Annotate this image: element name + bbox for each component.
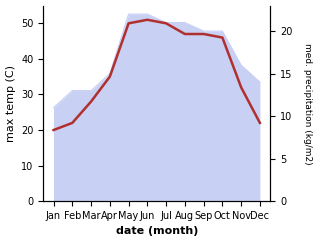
Y-axis label: max temp (C): max temp (C) [5, 65, 16, 142]
X-axis label: date (month): date (month) [115, 227, 198, 236]
Y-axis label: med. precipitation (kg/m2): med. precipitation (kg/m2) [303, 43, 313, 164]
